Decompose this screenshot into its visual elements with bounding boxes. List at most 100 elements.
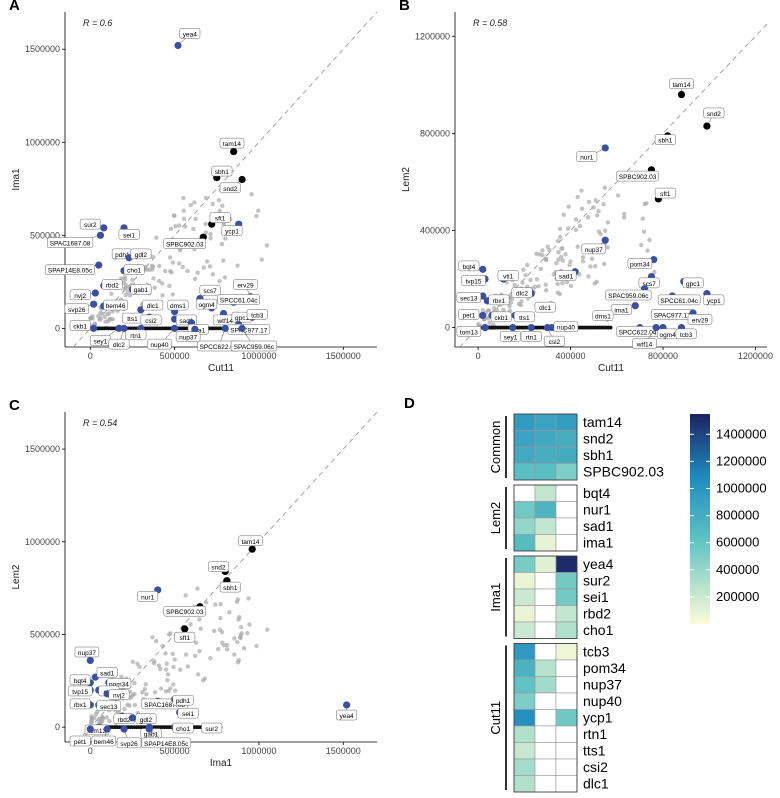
data-point [601,236,609,244]
heatmap-cell [555,463,578,481]
data-point [230,147,238,156]
point-label: SPCC622.04 [619,329,657,336]
background-point [223,236,228,241]
background-point [202,676,208,681]
label-box [108,689,130,700]
heatmap-cell [513,413,536,431]
heatmap-cell [555,775,578,793]
point-label: yea4 [340,713,354,720]
heatmap-cell [534,413,557,431]
background-point [170,651,175,657]
point-label: scs7 [203,288,217,295]
panel-b: B 0 400000 800000 1200000 0 400000 800000 120000… [399,0,773,374]
background-point [567,262,572,268]
zero-strip-point [608,325,613,330]
background-point [211,628,217,634]
heatmap-cell [513,572,536,590]
heatmap-cell [513,430,536,448]
heatmap-cell [555,534,578,552]
x-tick-label: 1500000 [326,746,361,756]
label-box [177,707,199,719]
background-point [153,638,159,644]
background-point [201,265,206,270]
heatmap-cell [555,484,578,502]
background-point [558,254,564,260]
label-box [167,299,189,311]
background-point [100,714,105,720]
label-box [456,326,482,337]
x-axis-label: Cut11 [208,363,234,374]
diagonal-line [73,11,378,348]
background-point [150,254,155,260]
background-point [640,216,645,221]
data-point [601,144,609,152]
correlation-label: R = 0.54 [83,418,117,428]
point-label: SPAC977.17 [654,312,691,319]
data-point [221,324,229,332]
label-box [96,700,122,712]
background-point [172,657,177,662]
data-point [91,289,99,297]
data-point [509,323,517,332]
y-axis-label: Lem2 [11,564,22,589]
data-point [677,90,686,99]
label-box [69,698,91,710]
background-point [156,278,162,284]
heatmap-cell [555,501,578,519]
label-box [520,331,542,342]
background-point [181,195,186,201]
background-point [558,234,563,240]
heatmap-cell [513,484,536,502]
heatmap-cell [555,725,578,743]
legend-tick-label: 800000 [716,508,759,523]
legend-tick-label: 1200000 [716,453,767,468]
point-label: sei1 [123,232,135,239]
heatmap-cell [534,572,557,590]
background-point [144,692,149,697]
legend-tick-label: 1400000 [716,426,767,441]
label-box [125,329,147,341]
background-point [108,316,113,322]
background-point [559,246,564,251]
data-point [86,656,94,665]
background-point [119,674,124,679]
gene-label: nup37 [583,677,622,693]
background-point [132,702,138,708]
heatmap-cell [555,588,578,606]
panel-letter: A [9,0,20,14]
heatmap-cell [534,534,557,552]
background-point [149,263,155,268]
background-point [191,226,196,232]
background-point [143,682,148,687]
data-point [145,725,153,733]
point-label: SPAC977.17 [230,327,267,334]
point-label: svp26 [120,741,138,748]
point-label: nur1 [580,155,593,162]
background-point [158,666,163,672]
background-point [501,307,506,312]
point-label: sft1 [215,216,226,223]
heatmap-cell [513,692,536,710]
background-point [171,664,176,670]
data-point [191,325,199,333]
label-box [543,335,565,347]
label-box [246,309,268,320]
label-box [458,309,480,320]
heatmap-cell [534,692,557,710]
background-point [156,663,162,668]
x-axis-label: Ima1 [210,758,233,769]
background-point [137,664,142,670]
point-label: ima1 [191,327,205,334]
background-point [639,242,644,248]
background-point [560,258,566,263]
background-point [622,211,627,217]
point-label: ogm4 [199,302,216,309]
gene-label: sbh1 [583,447,614,463]
background-point [235,597,241,602]
point-label: rbx1 [74,702,87,709]
background-point [254,643,259,649]
point-label: bqt4 [463,264,476,271]
data-point [479,311,487,320]
point-label: rbx1 [493,298,506,305]
background-point [264,243,270,248]
